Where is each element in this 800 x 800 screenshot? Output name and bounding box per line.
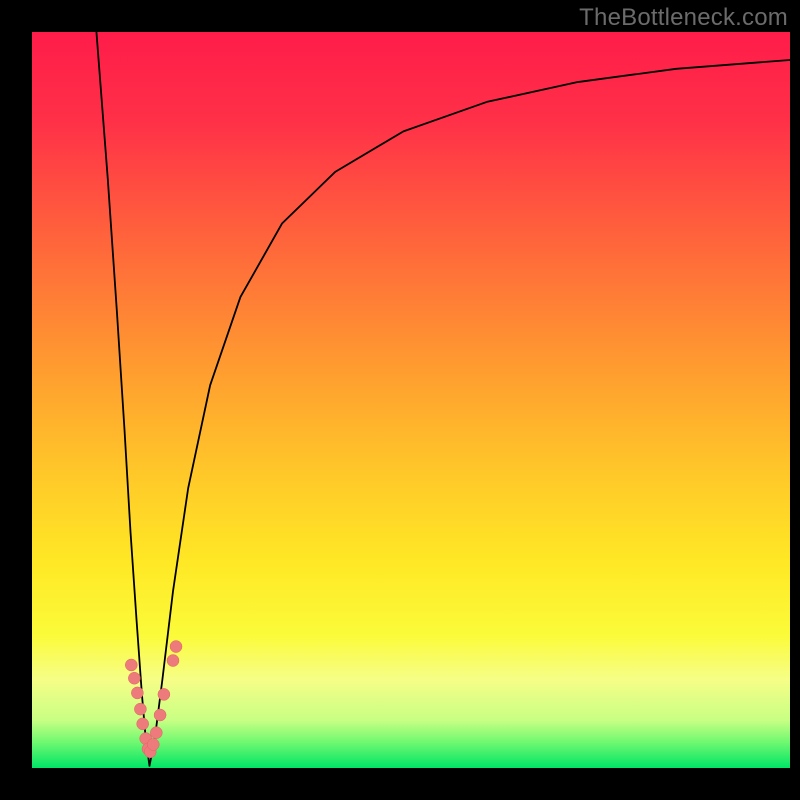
bottleneck-chart: TheBottleneck.com xyxy=(0,0,800,800)
watermark-text: TheBottleneck.com xyxy=(579,4,788,32)
chart-canvas xyxy=(0,0,800,800)
